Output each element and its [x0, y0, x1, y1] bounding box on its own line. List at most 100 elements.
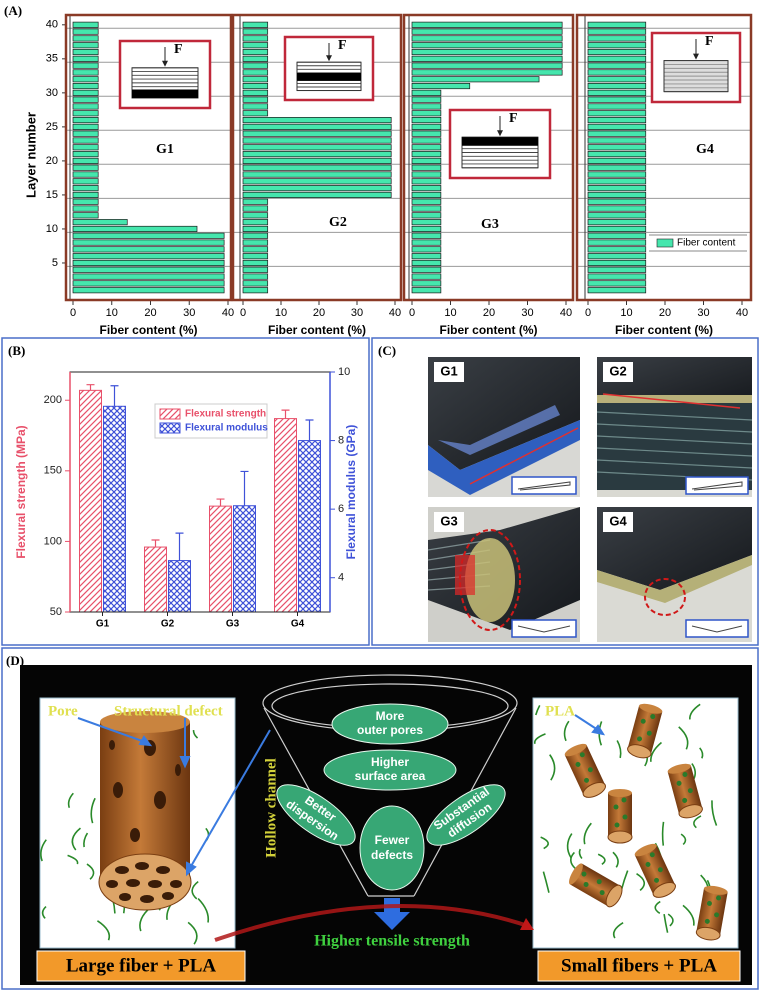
- y-tick-label: 15: [46, 189, 58, 201]
- bar: [587, 42, 647, 49]
- pla-chain: [693, 815, 702, 829]
- bar: [209, 505, 232, 613]
- bar: [587, 89, 647, 96]
- fiber-pore: [706, 900, 712, 906]
- fiber-pore: [614, 822, 620, 828]
- x-tick-label: 0: [70, 307, 76, 319]
- bar: [411, 21, 563, 28]
- x-tick-label: 30: [521, 307, 533, 319]
- fiber-pore: [613, 804, 619, 810]
- annotation: G2: [329, 215, 347, 230]
- mechanism-text: More: [376, 709, 405, 723]
- bar: [411, 205, 442, 212]
- photo: [428, 357, 580, 497]
- bar: [587, 117, 647, 124]
- bar: [242, 151, 392, 158]
- photo-label: G4: [609, 513, 627, 528]
- bar: [411, 273, 442, 280]
- photo: [427, 507, 580, 642]
- pla-chain: [699, 747, 704, 759]
- bar: [72, 151, 99, 158]
- bar: [587, 171, 647, 178]
- bar: [587, 103, 647, 110]
- bar: [587, 28, 647, 35]
- bar: [411, 103, 442, 110]
- bar: [242, 76, 269, 83]
- bar: [411, 212, 442, 219]
- pla-chain: [650, 741, 662, 762]
- inset-stiff-layer: [297, 72, 361, 81]
- bar: [411, 35, 563, 42]
- bar: [411, 42, 563, 49]
- x-tick-label: G1: [96, 619, 110, 630]
- pla-chain: [41, 905, 47, 919]
- bar: [587, 273, 647, 280]
- fiber-pore: [645, 861, 651, 867]
- bar: [587, 259, 647, 267]
- y-tick-label: 10: [46, 223, 58, 235]
- bar: [242, 178, 392, 185]
- legend-swatch: [159, 408, 181, 420]
- pla-chain: [67, 792, 74, 809]
- mechanism-text: surface area: [355, 769, 426, 783]
- caption: Small fibers + PLA: [561, 955, 717, 976]
- bar: [72, 178, 99, 185]
- x-tick-label: 30: [183, 307, 195, 319]
- x-tick-label: 40: [389, 307, 401, 319]
- legend-swatch: [159, 422, 181, 434]
- annotation: G3: [481, 217, 499, 232]
- small-fiber: [634, 843, 676, 898]
- pla-chain: [533, 733, 546, 745]
- bar: [103, 405, 126, 613]
- bar: [72, 144, 99, 151]
- fiber-pore: [682, 771, 688, 777]
- fiber-pore: [714, 912, 720, 918]
- bar: [411, 246, 442, 253]
- bar: [242, 232, 269, 239]
- force-arrow: [497, 130, 503, 137]
- force-arrow: [162, 60, 168, 67]
- bar: [411, 157, 442, 164]
- bar: [72, 219, 128, 226]
- fiber-pore: [584, 777, 590, 783]
- bar: [587, 82, 647, 90]
- bar: [168, 560, 191, 613]
- fiber-pore: [575, 761, 581, 767]
- bar: [587, 48, 647, 56]
- bar: [587, 246, 647, 253]
- bar: [72, 191, 99, 198]
- x-tick-label: 20: [659, 307, 671, 319]
- fiber-end: [569, 863, 583, 885]
- fiber-end: [695, 926, 721, 941]
- bar: [411, 48, 563, 56]
- pla-chain: [667, 913, 674, 927]
- bar: [411, 55, 563, 62]
- bar: [72, 21, 99, 28]
- fiber-end: [582, 782, 606, 798]
- bar: [242, 69, 269, 76]
- bar: [72, 110, 99, 117]
- bar: [411, 191, 442, 198]
- bar: [587, 212, 647, 219]
- force-label: F: [509, 111, 518, 126]
- bar: [411, 130, 442, 137]
- bar: [72, 117, 99, 124]
- axes-frame: [64, 13, 233, 302]
- x-tick-label: 10: [106, 307, 118, 319]
- bar: [242, 219, 269, 226]
- fiber-end: [608, 789, 632, 797]
- error-bar: [86, 384, 95, 391]
- pla-chain: [570, 851, 577, 870]
- bar: [242, 259, 269, 267]
- x-tick-label: 40: [736, 307, 748, 319]
- bar: [587, 96, 647, 103]
- x-tick-label: G2: [161, 619, 175, 630]
- annotation: PLA: [545, 703, 575, 719]
- fiber-pore: [650, 714, 656, 720]
- panel-label: (A): [4, 3, 22, 18]
- result-text: Higher tensile strength: [314, 933, 470, 950]
- legend-label: Flexural strength: [185, 409, 266, 420]
- bar: [587, 287, 647, 294]
